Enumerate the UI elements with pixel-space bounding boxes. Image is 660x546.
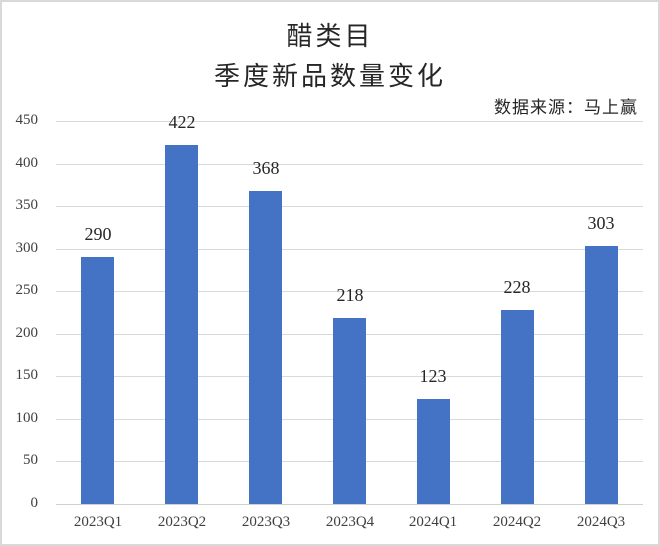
bar-2023Q4 [333,318,366,504]
x-tick-label: 2023Q3 [241,514,291,530]
x-tick-label: 2024Q3 [576,514,626,530]
chart-subtitle: 季度新品数量变化 [213,62,446,92]
x-tick-label: 2024Q2 [492,514,542,530]
y-tick-label: 50 [23,452,38,468]
bar-2024Q3 [585,246,618,504]
bar-2023Q2 [165,145,198,504]
y-tick-label: 450 [15,112,39,128]
y-tick-label: 250 [15,282,39,298]
y-tick-label: 400 [15,155,39,171]
data-label: 422 [168,112,196,132]
data-label: 228 [503,277,531,297]
x-tick-label: 2023Q4 [325,514,375,530]
data-source-note: 数据来源：马上赢 [494,98,638,118]
gridline [56,249,643,250]
y-tick-label: 300 [15,240,39,256]
gridline [56,206,643,207]
bar-2023Q3 [249,191,282,504]
data-label: 368 [252,158,280,178]
bar-2023Q1 [81,257,114,504]
data-label: 218 [336,285,364,305]
x-tick-label: 2023Q2 [157,514,207,530]
gridline [56,164,643,165]
gridline [56,291,643,292]
data-label: 290 [84,224,112,244]
y-tick-label: 200 [15,325,39,341]
data-label: 303 [587,213,615,233]
bar-2024Q1 [417,399,450,504]
x-tick-label: 2024Q1 [408,514,458,530]
x-tick-label: 2023Q1 [73,514,123,530]
y-tick-label: 150 [15,367,39,383]
y-tick-label: 350 [15,197,39,213]
y-tick-label: 0 [30,495,39,511]
chart-title: 醋类目 [286,22,374,52]
x-axis-line [56,504,643,505]
y-tick-label: 100 [15,410,39,426]
data-label: 123 [419,366,447,386]
bar-2024Q2 [501,310,534,504]
gridline [56,121,643,122]
